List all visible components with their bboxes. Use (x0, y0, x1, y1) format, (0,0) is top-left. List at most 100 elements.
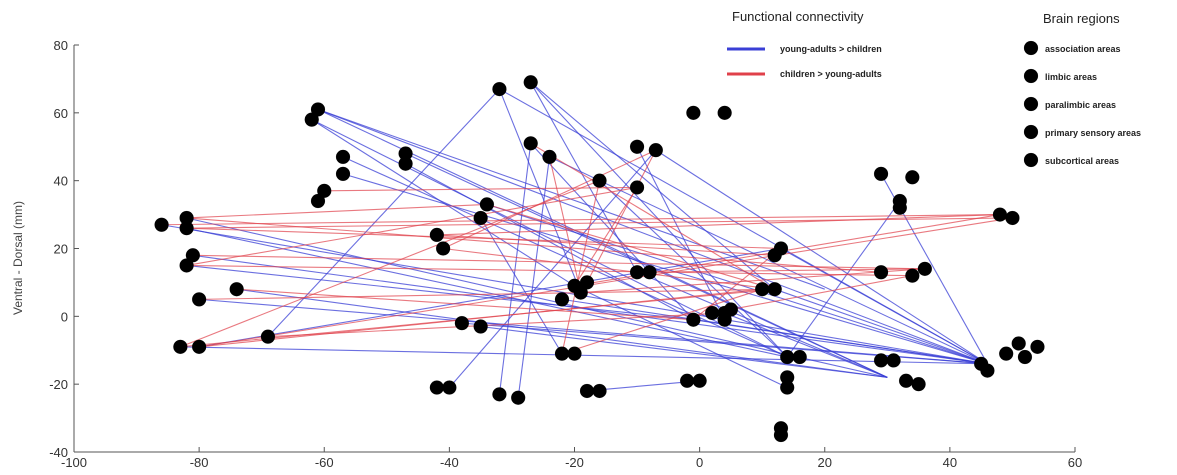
connection-line (267, 312, 725, 338)
connection-line (549, 156, 988, 365)
legend-region-label: limbic areas (1045, 72, 1097, 82)
connection-line (186, 217, 1013, 229)
brain-region-node (429, 380, 445, 395)
brain-region-node (473, 319, 488, 334)
connection-line (192, 254, 988, 365)
connection-line (498, 143, 532, 395)
x-tick-label: -100 (61, 455, 87, 470)
x-tick-label: -60 (315, 455, 334, 470)
brain-region-node (479, 197, 495, 212)
connection-line (199, 288, 763, 348)
connectivity-legend-title: Functional connectivity (732, 9, 864, 24)
brain-region-node (304, 112, 319, 127)
y-axis-label: Ventral - Dorsal (mm) (11, 201, 25, 315)
x-tick-label: 60 (1068, 455, 1082, 470)
brain-region-node (773, 427, 789, 443)
connection-line (530, 81, 776, 290)
brain-region-node (191, 292, 207, 307)
brain-region-node (579, 275, 595, 290)
y-tick-label: 60 (54, 106, 68, 121)
connection-line (561, 288, 763, 355)
brain-region-node (185, 248, 201, 263)
connection-line (186, 264, 694, 321)
connection-line (199, 298, 988, 365)
connection-line (186, 264, 913, 277)
brain-region-node (648, 142, 664, 158)
connection-line (199, 288, 775, 300)
x-tick-label: 0 (696, 455, 703, 470)
brain-region-node (154, 217, 169, 233)
legend-marker (1023, 68, 1039, 84)
connection-line (580, 268, 925, 294)
brain-region-node (523, 136, 538, 151)
brain-region-node (629, 264, 645, 280)
connection-line (192, 254, 925, 270)
brain-region-node (767, 248, 782, 263)
connection-line (311, 119, 575, 287)
connection-line (186, 217, 882, 273)
connection-line (561, 180, 601, 354)
connection-line (530, 82, 638, 273)
y-tick-label: 20 (54, 242, 68, 257)
connectivity-legend: Functional connectivity young-adults > c… (727, 9, 882, 79)
connection-line (186, 217, 888, 378)
connection-line (186, 227, 781, 250)
connection-line (712, 275, 913, 314)
brain-region-node (335, 149, 351, 165)
brain-region-node (554, 292, 570, 307)
brain-region-node (629, 180, 645, 195)
regions-legend: Brain regions association areas limbic ar… (1023, 11, 1141, 168)
brain-region-node (592, 383, 607, 399)
brain-region-node (873, 353, 889, 368)
connection-line (780, 248, 988, 365)
brain-region-node (191, 339, 207, 355)
brain-region-node (767, 281, 782, 297)
brain-region-node (579, 383, 595, 399)
brain-region-node (873, 264, 889, 280)
brain-region-node (792, 349, 807, 365)
connection-line (461, 322, 988, 365)
connection-line (267, 88, 500, 338)
connection-line (199, 217, 1013, 348)
y-tick-label: -20 (49, 377, 68, 392)
connection-line (693, 319, 988, 365)
connection-line (786, 200, 901, 358)
brain-region-node (567, 346, 582, 361)
brain-region-node (898, 373, 914, 389)
connection-line (180, 346, 988, 365)
brain-region-node (510, 390, 526, 405)
x-tick-label: -20 (565, 455, 584, 470)
brain-region-node (686, 105, 701, 121)
y-tick-label: 40 (54, 174, 68, 189)
brain-region-node (629, 139, 645, 154)
connection-line (655, 149, 988, 365)
brain-region-node (454, 315, 470, 331)
connection-line (236, 288, 888, 378)
brain-region-node (542, 149, 557, 165)
y-tick-label: 80 (54, 38, 68, 53)
brain-region-node (704, 305, 720, 321)
x-tick-label: 20 (818, 455, 832, 470)
connection-line (498, 88, 582, 293)
connection-line (530, 142, 775, 290)
brain-region-node (492, 81, 507, 97)
brain-region-node (573, 285, 589, 300)
brain-region-node (886, 353, 901, 368)
connection-line (486, 203, 775, 290)
connection-line (517, 156, 551, 398)
brain-region-node (310, 102, 326, 117)
legend-label-children-gt-young-adults: children > young-adults (780, 69, 882, 79)
legend-label-young-adults-gt-children: young-adults > children (780, 44, 882, 54)
legend-marker (1023, 96, 1039, 112)
brain-region-nodes (154, 75, 1045, 443)
brain-region-node (779, 349, 795, 365)
x-tick-label: -40 (440, 455, 459, 470)
connection-line (186, 186, 638, 267)
brain-region-node (905, 268, 920, 283)
connection-line (161, 214, 1000, 226)
brain-region-node (435, 241, 451, 256)
connections-children-gt-young-adults (161, 142, 1013, 355)
connection-line (548, 156, 582, 293)
brain-region-node (398, 156, 413, 171)
brain-region-node (592, 173, 607, 188)
